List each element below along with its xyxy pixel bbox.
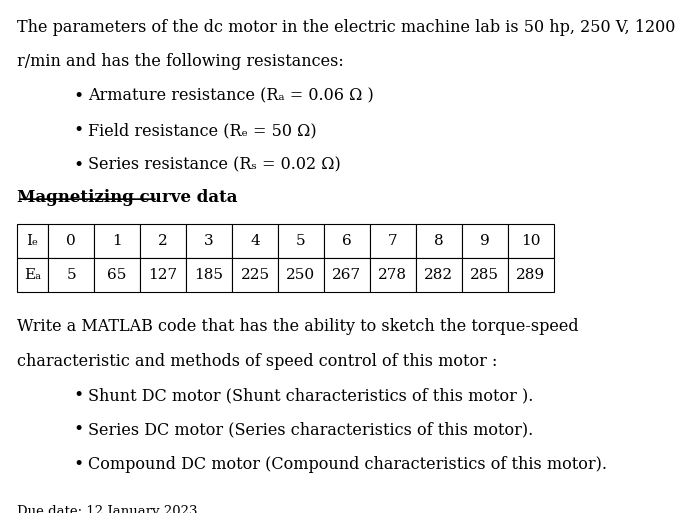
Text: •: • [74, 422, 84, 439]
Text: 6: 6 [342, 234, 352, 248]
Text: 282: 282 [424, 268, 454, 282]
Bar [324, 224, 370, 258]
Bar [140, 224, 186, 258]
Text: •: • [74, 88, 84, 105]
Text: characteristic and methods of speed control of this motor :: characteristic and methods of speed cont… [17, 352, 498, 369]
Text: 278: 278 [378, 268, 407, 282]
Bar [278, 224, 324, 258]
Text: Shunt DC motor (Shunt characteristics of this motor ).: Shunt DC motor (Shunt characteristics of… [88, 387, 533, 404]
Text: Eₐ: Eₐ [24, 268, 41, 282]
Text: 7: 7 [388, 234, 398, 248]
Text: 250: 250 [286, 268, 316, 282]
Bar [94, 224, 140, 258]
Text: 10: 10 [521, 234, 540, 248]
Text: 1: 1 [112, 234, 122, 248]
Bar [232, 258, 278, 292]
Bar [416, 224, 462, 258]
Bar [17, 224, 48, 258]
Text: 8: 8 [434, 234, 444, 248]
Text: 9: 9 [480, 234, 489, 248]
Text: 225: 225 [241, 268, 270, 282]
Text: 5: 5 [66, 268, 76, 282]
Text: Armature resistance (Rₐ = 0.06 Ω ): Armature resistance (Rₐ = 0.06 Ω ) [88, 88, 374, 105]
Text: Write a MATLAB code that has the ability to sketch the torque-speed: Write a MATLAB code that has the ability… [17, 318, 579, 335]
Text: 267: 267 [332, 268, 361, 282]
Bar [508, 224, 554, 258]
Text: Series resistance (Rₛ = 0.02 Ω): Series resistance (Rₛ = 0.02 Ω) [88, 156, 341, 174]
Text: 285: 285 [470, 268, 499, 282]
Bar [508, 258, 554, 292]
Bar [48, 224, 94, 258]
Text: 289: 289 [516, 268, 545, 282]
Text: 3: 3 [204, 234, 214, 248]
Text: 127: 127 [148, 268, 178, 282]
Bar [17, 258, 48, 292]
Text: •: • [74, 156, 84, 174]
Bar [416, 258, 462, 292]
Text: 0: 0 [66, 234, 76, 248]
Text: 2: 2 [158, 234, 168, 248]
Text: Field resistance (Rₑ = 50 Ω): Field resistance (Rₑ = 50 Ω) [88, 122, 316, 139]
Text: Due date: 12 January 2023: Due date: 12 January 2023 [17, 505, 197, 513]
Bar [186, 258, 232, 292]
Bar [324, 258, 370, 292]
Bar [462, 258, 507, 292]
Text: The parameters of the dc motor in the electric machine lab is 50 hp, 250 V, 1200: The parameters of the dc motor in the el… [17, 19, 675, 36]
Text: 5: 5 [296, 234, 306, 248]
Text: 185: 185 [195, 268, 223, 282]
Text: Compound DC motor (Compound characteristics of this motor).: Compound DC motor (Compound characterist… [88, 456, 607, 473]
Bar [462, 224, 507, 258]
Text: •: • [74, 387, 84, 404]
Text: 65: 65 [108, 268, 127, 282]
Text: Series DC motor (Series characteristics of this motor).: Series DC motor (Series characteristics … [88, 422, 533, 439]
Bar [232, 224, 278, 258]
Text: Iₑ: Iₑ [27, 234, 38, 248]
Text: r/min and has the following resistances:: r/min and has the following resistances: [17, 53, 344, 70]
Bar [186, 224, 232, 258]
Bar [48, 258, 94, 292]
Text: 4: 4 [250, 234, 260, 248]
Bar [140, 258, 186, 292]
Bar [370, 224, 416, 258]
Text: Magnetizing curve data: Magnetizing curve data [17, 189, 237, 206]
Bar [370, 258, 416, 292]
Bar [278, 258, 324, 292]
Bar [94, 258, 140, 292]
Text: •: • [74, 456, 84, 473]
Text: •: • [74, 122, 84, 139]
